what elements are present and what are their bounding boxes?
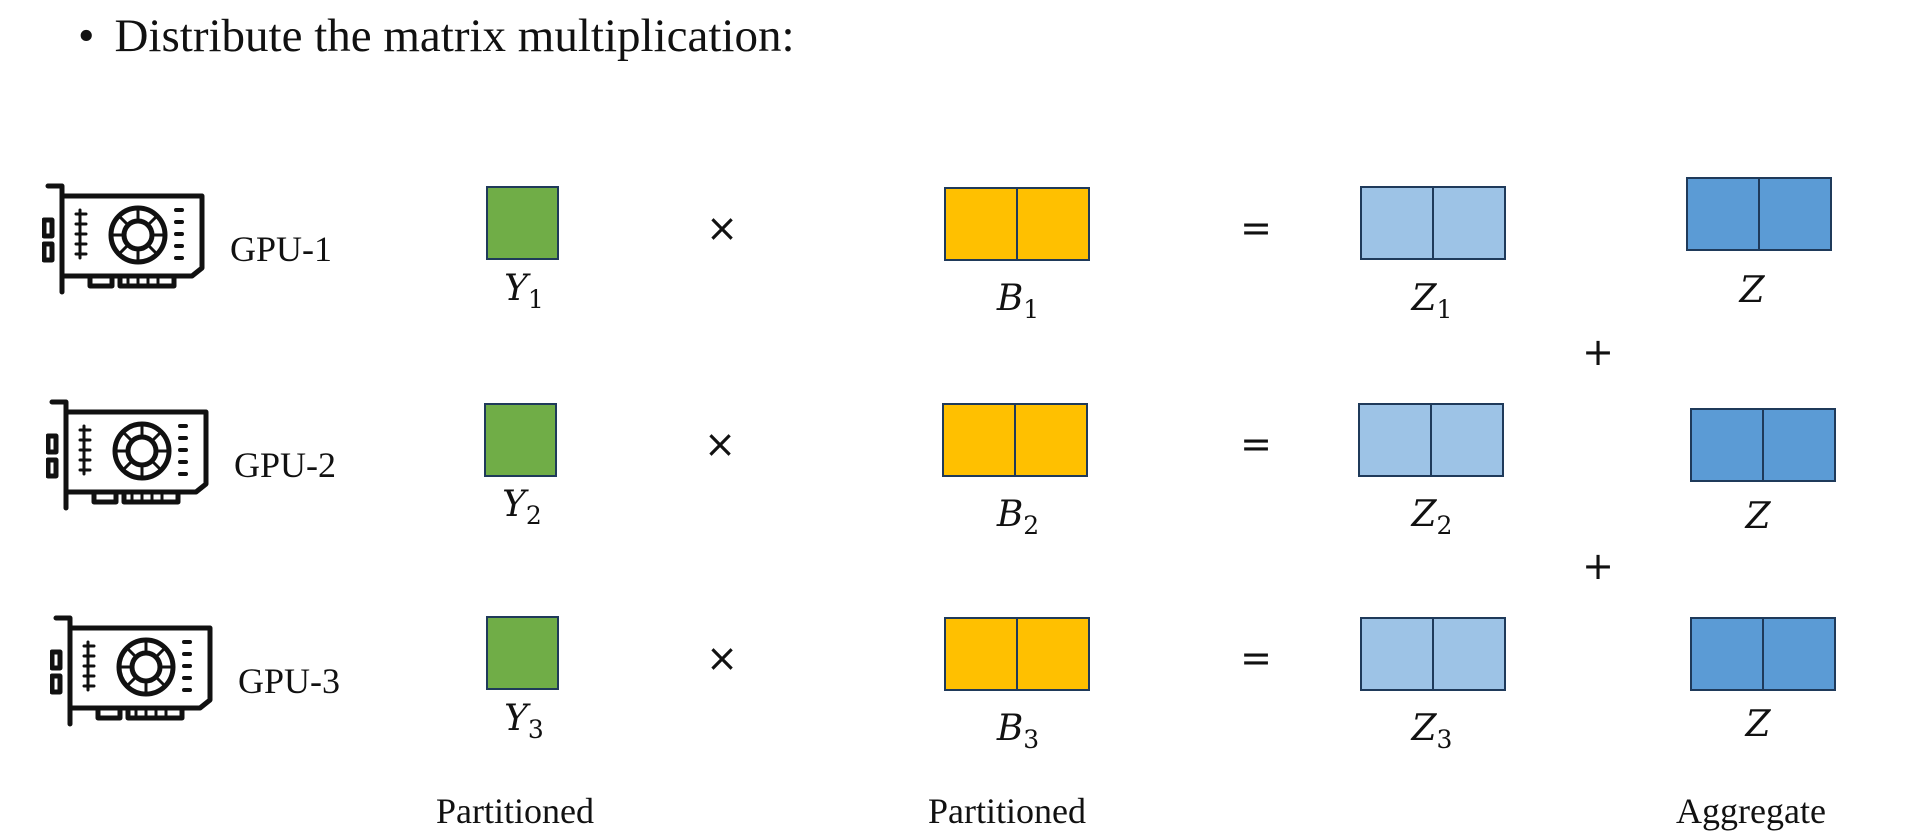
z-aggregate-label-2: Z	[1745, 496, 1771, 537]
b3-label: B3	[996, 708, 1040, 754]
z1-block	[1360, 186, 1506, 260]
y3-label: Y3	[504, 698, 544, 744]
gpu-label-3: GPU-3	[238, 661, 341, 701]
z3-block	[1360, 617, 1506, 691]
b1-label: B1	[996, 278, 1040, 324]
z2-block	[1358, 403, 1504, 477]
equals-sign: =	[1240, 636, 1272, 680]
y2-block	[484, 403, 557, 477]
b3-block	[944, 617, 1090, 691]
z-aggregate-block-1	[1686, 177, 1832, 251]
z-aggregate-label-3: Z	[1745, 704, 1771, 745]
y2-label: Y2	[502, 484, 542, 530]
z-aggregate-label-1: Z	[1739, 270, 1765, 311]
z-aggregate-block-3	[1690, 617, 1836, 691]
gpu-label-2: GPU-2	[234, 445, 337, 485]
gpu-card-icon	[42, 180, 206, 300]
equals-sign: =	[1240, 206, 1272, 250]
equals-sign: =	[1240, 422, 1272, 466]
b1-block	[944, 187, 1090, 261]
z1-label: Z1	[1411, 278, 1453, 324]
z2-label: Z2	[1411, 494, 1453, 540]
y3-block	[486, 616, 559, 690]
z-aggregate-block-2	[1690, 408, 1836, 482]
bullet-dot: •	[78, 10, 95, 62]
caption-y-partitioned: Partitioned	[436, 791, 594, 831]
times-sign: ×	[706, 636, 738, 680]
b2-label: B2	[996, 494, 1040, 540]
caption-aggregate: Aggregate	[1676, 791, 1826, 831]
gpu-card-icon	[46, 396, 210, 516]
z3-label: Z3	[1411, 708, 1453, 754]
plus-sign-2: +	[1582, 544, 1614, 588]
gpu-label-1: GPU-1	[230, 229, 333, 269]
bullet-heading: • Distribute the matrix multiplication:	[78, 6, 795, 66]
b2-block	[942, 403, 1088, 477]
y1-block	[486, 186, 559, 260]
y1-label: Y1	[504, 268, 544, 314]
gpu-card-icon	[50, 612, 214, 732]
plus-sign-1: +	[1582, 330, 1614, 374]
caption-b-partitioned: Partitioned	[928, 791, 1086, 831]
times-sign: ×	[704, 422, 736, 466]
times-sign: ×	[706, 206, 738, 250]
heading-text: Distribute the matrix multiplication:	[114, 10, 795, 62]
